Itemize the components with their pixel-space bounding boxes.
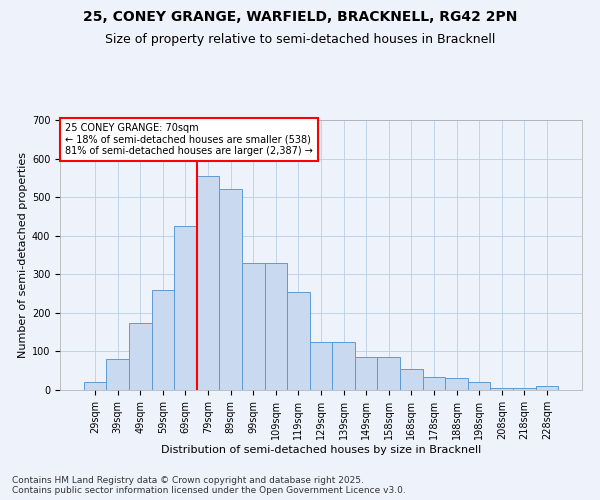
- Text: Contains HM Land Registry data © Crown copyright and database right 2025.
Contai: Contains HM Land Registry data © Crown c…: [12, 476, 406, 495]
- Bar: [152, 290, 174, 390]
- Bar: [332, 342, 355, 390]
- Text: 25 CONEY GRANGE: 70sqm
← 18% of semi-detached houses are smaller (538)
81% of se: 25 CONEY GRANGE: 70sqm ← 18% of semi-det…: [65, 122, 313, 156]
- Bar: [400, 369, 422, 390]
- Bar: [422, 376, 445, 390]
- Bar: [287, 292, 310, 390]
- Bar: [310, 342, 332, 390]
- X-axis label: Distribution of semi-detached houses by size in Bracknell: Distribution of semi-detached houses by …: [161, 444, 481, 454]
- Bar: [536, 386, 558, 390]
- Text: Size of property relative to semi-detached houses in Bracknell: Size of property relative to semi-detach…: [105, 32, 495, 46]
- Bar: [377, 357, 400, 390]
- Bar: [197, 176, 220, 390]
- Bar: [129, 322, 152, 390]
- Bar: [513, 388, 536, 390]
- Bar: [220, 190, 242, 390]
- Text: 25, CONEY GRANGE, WARFIELD, BRACKNELL, RG42 2PN: 25, CONEY GRANGE, WARFIELD, BRACKNELL, R…: [83, 10, 517, 24]
- Bar: [445, 378, 468, 390]
- Bar: [265, 262, 287, 390]
- Bar: [468, 382, 490, 390]
- Bar: [84, 382, 106, 390]
- Bar: [490, 388, 513, 390]
- Y-axis label: Number of semi-detached properties: Number of semi-detached properties: [17, 152, 28, 358]
- Bar: [106, 359, 129, 390]
- Bar: [355, 357, 377, 390]
- Bar: [174, 226, 197, 390]
- Bar: [242, 262, 265, 390]
